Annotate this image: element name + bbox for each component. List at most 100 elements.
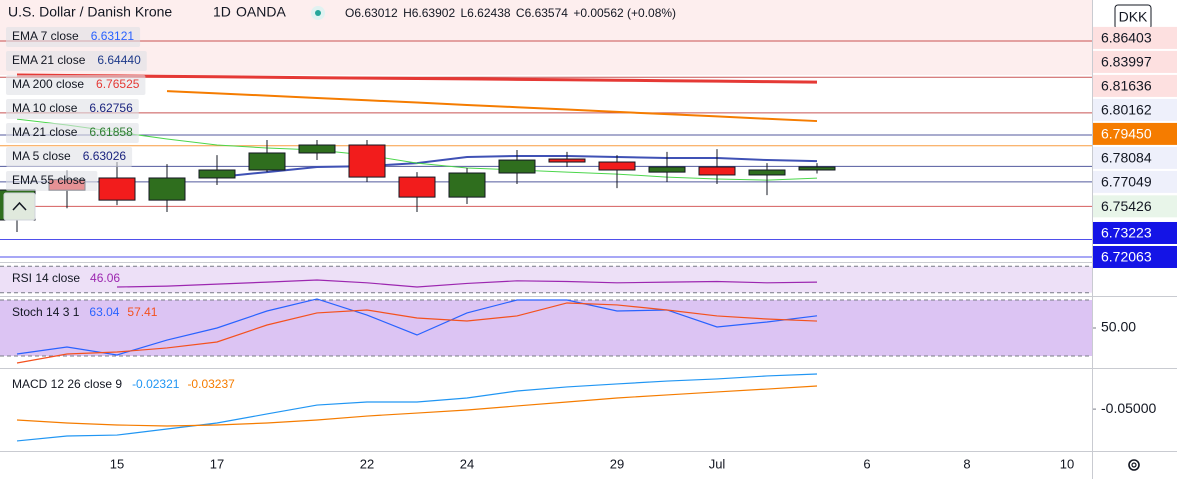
x-tick-label: 17 [210,456,224,471]
change: +0.00562 (+0.08%) [573,6,676,20]
legend-value: 6.61858 [89,125,133,139]
pane-value: 63.04 [89,305,119,319]
legend-bg [6,171,98,191]
indicator-line [16,373,818,442]
indicator-line [16,298,818,356]
x-tick-label: Jul [709,456,726,471]
settings-icon[interactable] [1128,459,1140,471]
legend-name: EMA 21 close [12,53,86,67]
collapse-button[interactable] [3,192,36,221]
candle-body [248,152,286,171]
legend-name: MA 21 close [12,125,78,139]
ohlc-label: H [403,6,412,20]
y-tick-label: 6.75426 [1101,198,1152,214]
legend-bg [6,123,139,143]
chevron-icon [12,201,27,211]
legend-name: MA 200 close [12,77,84,91]
ohlc-legend: O6.63012 H6.63902 L6.62438 C6.63574 +0.0… [345,6,676,20]
legend-bg [6,27,141,47]
y-tick-label: 6.73223 [1101,225,1152,241]
legend-name: EMA 55 close [12,173,86,187]
interval: 1D [213,4,231,20]
x-tick-label: 8 [963,456,970,471]
y-tick-label: 6.72063 [1101,249,1152,265]
candle-body [498,159,536,174]
y-tick-label: 6.77049 [1101,174,1152,190]
legend-value: 6.76525 [96,77,140,91]
price-label-box [1093,122,1177,145]
y-tick-label: 6.80162 [1101,102,1152,118]
legend-bg [6,99,139,119]
y-tick-label: 6.83997 [1101,54,1152,70]
legend-value: 6.63026 [83,149,127,163]
legend-value: 6.63121 [91,29,135,43]
candle-body [298,144,336,154]
pane-title: Stoch 14 3 1 [12,305,80,319]
candle-body [148,177,186,201]
candle-body [598,161,636,171]
x-tick-label: 29 [610,456,624,471]
pane-value: -0.02321 [132,377,180,391]
y-tick-label: 6.86403 [1101,30,1152,46]
overlay-line [166,90,818,123]
price-label-box [1093,26,1177,49]
candle-body [198,169,236,179]
price-label-box [1093,50,1177,73]
legend-value: 6.64440 [97,53,141,67]
candle-body [648,166,686,173]
ohlc-value: 6.62438 [467,6,511,20]
candle-body [398,176,436,198]
y-tick-label: 6.79450 [1101,126,1152,142]
legend-value: 6.62756 [89,101,133,115]
price-label-box [1093,74,1177,97]
chart-title: U.S. Dollar / Danish Krone [8,4,172,20]
legend-bg [6,51,147,71]
x-tick-label: 24 [460,456,474,471]
gear-ring [1128,459,1140,471]
x-tick-label: 10 [1060,456,1074,471]
ohlc-label: L [460,6,467,20]
legend-bg [6,147,133,167]
x-tick-label: 6 [863,456,870,471]
legend-bg [6,75,146,95]
price-label-box [1093,245,1177,268]
indicator-line [16,385,818,427]
price-label-box [1093,221,1177,244]
price-label-box [1093,98,1177,121]
source: OANDA [236,4,286,20]
candle-body [448,172,486,198]
indicator-line [16,302,818,364]
pane-value: -0.03237 [187,377,235,391]
gear-hub [1131,462,1137,468]
candle-body [698,166,736,176]
candle-body [748,169,786,176]
pane-value: 46.06 [90,271,120,285]
candle-body [798,166,836,171]
candle-body [98,177,136,201]
price-label-box [1093,170,1177,193]
pane-value: 57.41 [127,305,157,319]
x-tick-label: 22 [360,456,374,471]
overlay-line [16,73,818,84]
legend-name: MA 5 close [12,149,71,163]
eye-icon-dot [315,10,321,16]
currency: DKK [1119,9,1148,25]
y-tick-label: 6.78084 [1101,150,1152,166]
x-tick-label: 15 [110,456,124,471]
legend-name: MA 10 close [12,101,78,115]
overlay: EMA 7 close 6.63121 EMA 21 close 6.64440 MA … [6,27,235,391]
ohlc-value: 6.63012 [354,6,398,20]
y-tick-label: 50.00 [1101,319,1136,335]
shade [0,0,1092,75]
price-label-box [1093,146,1177,169]
legend-name: EMA 7 close [12,29,79,43]
ohlc-value: 6.63574 [525,6,569,20]
y-tick-label: -0.05000 [1101,400,1156,416]
ohlc-label: C [516,6,525,20]
candle-body [548,158,586,163]
price-label-box [1093,195,1177,218]
pane-title: RSI 14 close [12,271,80,285]
overlay-line [16,118,818,181]
